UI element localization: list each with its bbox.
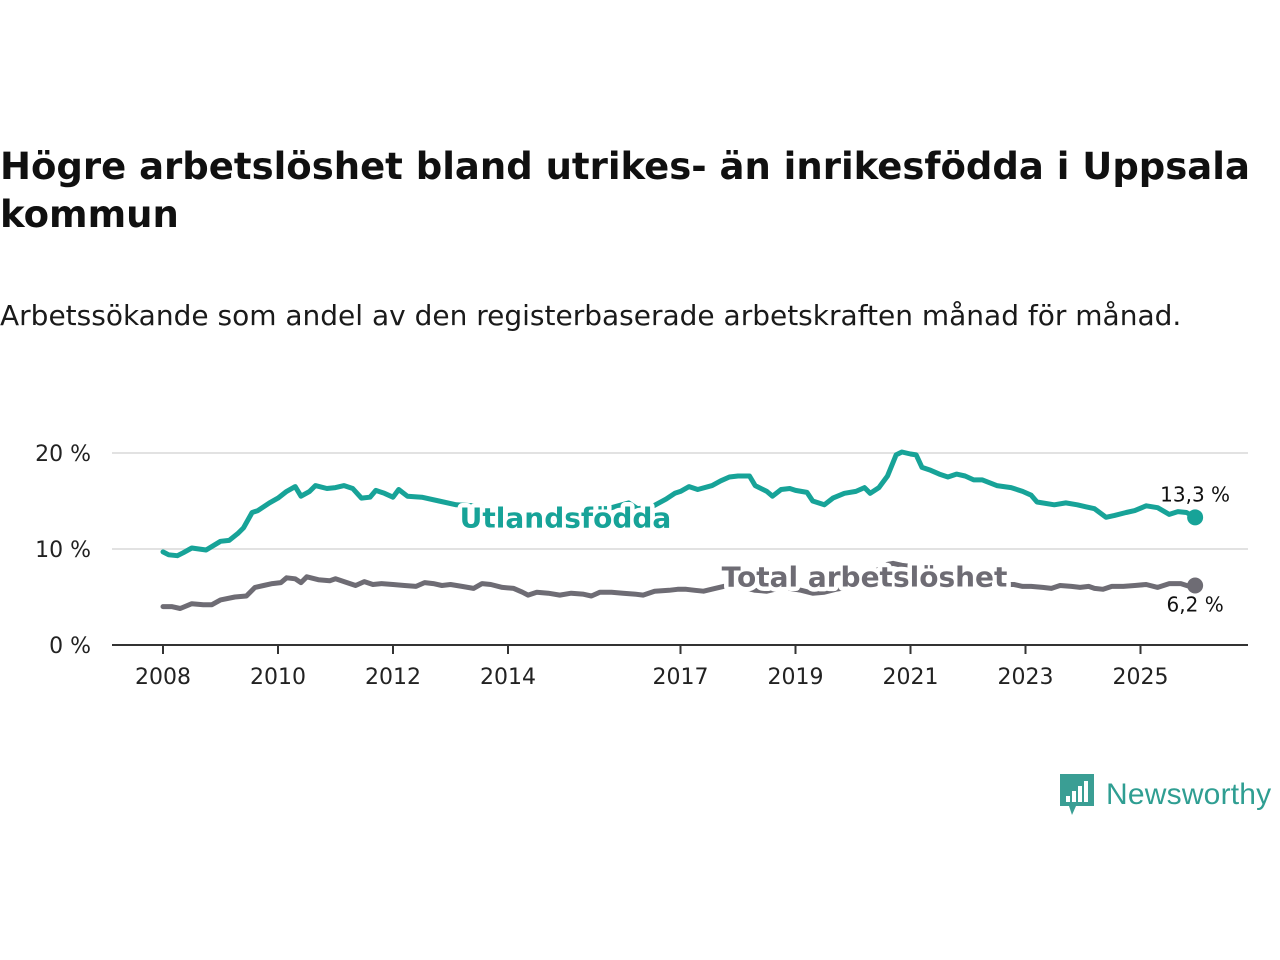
total-arbetsloshet-line [160, 560, 1198, 611]
axis-layer: 0 % 10 % 20 % 2008 2010 2012 2014 2017 2019 2021 2… [35, 442, 1248, 690]
x-tick-label: 2012 [365, 665, 421, 690]
utlandsfodda-end-marker [1187, 509, 1204, 526]
y-tick-label: 20 % [35, 442, 91, 467]
x-tick-label: 2023 [998, 665, 1054, 690]
chart-subtitle: Arbetssökande som andel av den registerb… [0, 299, 1182, 332]
y-tick-label: 10 % [35, 538, 91, 563]
x-tick-label: 2014 [480, 665, 536, 690]
total-arbetsloshet-series-label: Total arbetslöshet [722, 560, 1008, 593]
newsworthy-wordmark: Newsworthy [1106, 778, 1272, 811]
label-layer: Utlandsfödda 13,3 % Total arbetslöshet 6,2 … [455, 480, 1232, 619]
x-tick-label: 2021 [883, 665, 939, 690]
line-chart: 0 % 10 % 20 % 2008 2010 2012 2014 2017 2019 2021 2… [35, 442, 1248, 690]
utlandsfodda-line [160, 449, 1198, 559]
y-tick-label: 0 % [49, 634, 91, 659]
total-arbetsloshet-end-value-label: 6,2 % [1167, 592, 1224, 616]
chart-title: Högre arbetslöshet bland utrikes- än inr… [0, 145, 1250, 236]
utlandsfodda-series-label: Utlandsfödda [460, 502, 672, 535]
newsworthy-logo-icon [1060, 774, 1094, 815]
grid-layer [112, 452, 1248, 550]
total-arbetsloshet-end-marker [1187, 577, 1204, 594]
series-layer [160, 449, 1198, 611]
x-tick-label: 2019 [768, 665, 824, 690]
utlandsfodda-end-value-label: 13,3 % [1160, 482, 1230, 506]
x-tick-label: 2025 [1113, 665, 1169, 690]
x-tick-label: 2010 [250, 665, 306, 690]
x-tick-label: 2008 [135, 665, 191, 690]
newsworthy-brand: Newsworthy [1058, 772, 1271, 818]
x-tick-label: 2017 [653, 665, 709, 690]
